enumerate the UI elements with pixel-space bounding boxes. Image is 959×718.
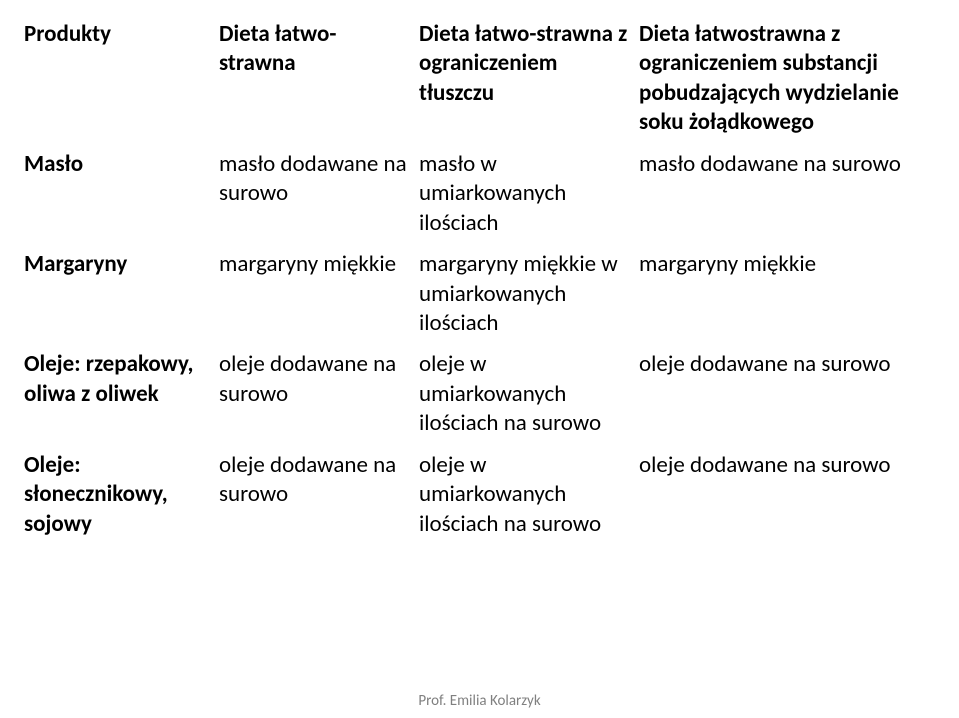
row-label: Oleje: słonecznikowy, sojowy xyxy=(24,445,219,545)
cell: masło dodawane na surowo xyxy=(219,144,419,244)
table-row: Oleje: rzepakowy, oliwa z oliwek oleje d… xyxy=(24,344,944,444)
cell: masło w umiarkowanych ilościach xyxy=(419,144,639,244)
cell: margaryny miękkie xyxy=(219,244,419,344)
diet-table: Produkty Dieta łatwo-strawna Dieta łatwo… xyxy=(24,14,944,545)
table-row: Oleje: słonecznikowy, sojowy oleje dodaw… xyxy=(24,445,944,545)
cell: margaryny miękkie w umiarkowanych ilości… xyxy=(419,244,639,344)
cell: oleje w umiarkowanych ilościach na surow… xyxy=(419,344,639,444)
col-header-diet-lowfat: Dieta łatwo-strawna z ograniczeniem tłus… xyxy=(419,14,639,144)
table-row: Margaryny margaryny miękkie margaryny mi… xyxy=(24,244,944,344)
col-header-products: Produkty xyxy=(24,14,219,144)
table-header-row: Produkty Dieta łatwo-strawna Dieta łatwo… xyxy=(24,14,944,144)
row-label: Oleje: rzepakowy, oliwa z oliwek xyxy=(24,344,219,444)
footer-author: Prof. Emilia Kolarzyk xyxy=(0,692,959,710)
cell: oleje dodawane na surowo xyxy=(219,344,419,444)
cell: oleje dodawane na surowo xyxy=(219,445,419,545)
col-header-diet-easy: Dieta łatwo-strawna xyxy=(219,14,419,144)
document-page: Produkty Dieta łatwo-strawna Dieta łatwo… xyxy=(0,0,959,718)
row-label: Margaryny xyxy=(24,244,219,344)
col-header-diet-gastric: Dieta łatwostrawna z ograniczeniem subst… xyxy=(639,14,944,144)
cell: oleje w umiarkowanych ilościach na surow… xyxy=(419,445,639,545)
cell: margaryny miękkie xyxy=(639,244,944,344)
cell: oleje dodawane na surowo xyxy=(639,445,944,545)
cell: masło dodawane na surowo xyxy=(639,144,944,244)
row-label: Masło xyxy=(24,144,219,244)
cell: oleje dodawane na surowo xyxy=(639,344,944,444)
table-row: Masło masło dodawane na surowo masło w u… xyxy=(24,144,944,244)
